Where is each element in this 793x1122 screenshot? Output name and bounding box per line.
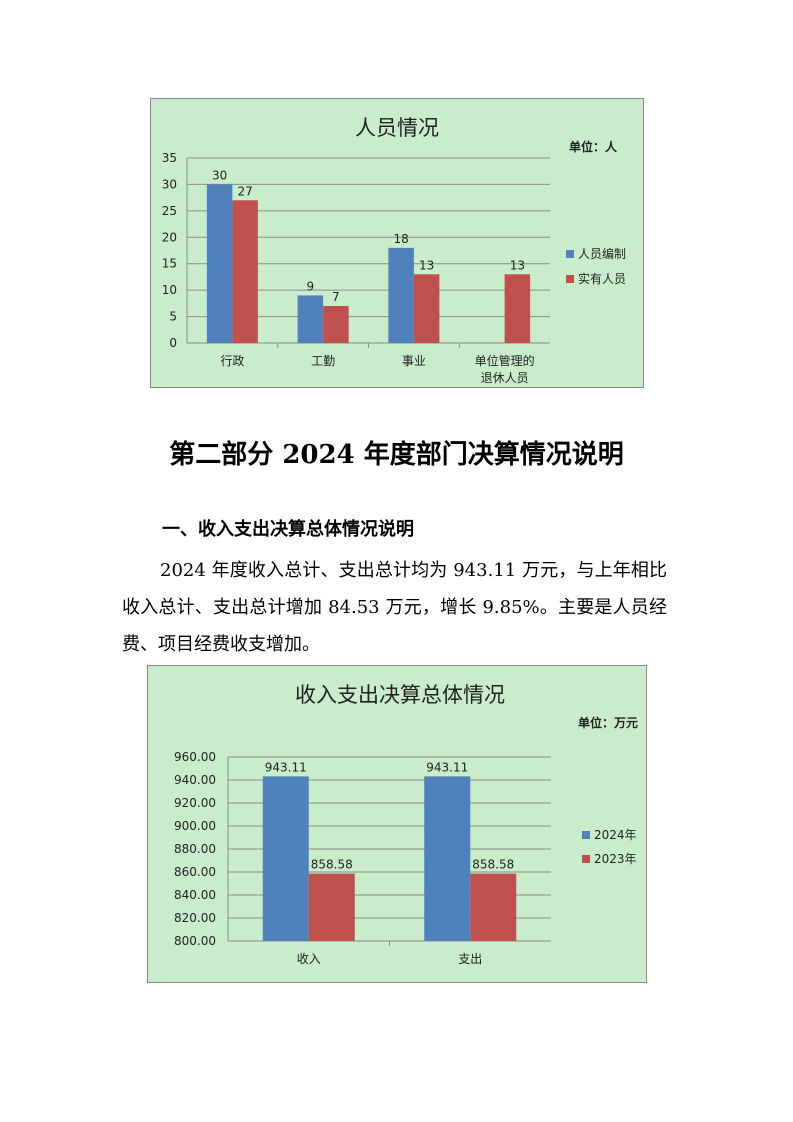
y-tick-label: 880.00 bbox=[174, 842, 216, 856]
y-tick-label: 5 bbox=[169, 310, 177, 324]
data-label: 9 bbox=[307, 279, 315, 293]
data-label: 18 bbox=[393, 232, 408, 246]
legend-swatch bbox=[566, 250, 574, 258]
x-tick-label: 单位管理的 bbox=[475, 353, 535, 368]
y-tick-label: 15 bbox=[162, 257, 177, 271]
data-label: 858.58 bbox=[311, 858, 353, 872]
part-title: 第二部分 2024 年度部门决算情况说明 bbox=[169, 440, 624, 470]
legend-swatch bbox=[582, 855, 590, 863]
data-label: 943.11 bbox=[265, 760, 307, 774]
data-label: 13 bbox=[419, 258, 434, 272]
x-tick-label: 工勤 bbox=[311, 354, 335, 368]
y-tick-label: 30 bbox=[162, 177, 177, 191]
income-expense-chart: 收入支出决算总体情况单位：万元 800.00 820.00 840.00 860.00 8… bbox=[147, 665, 647, 983]
data-label: 7 bbox=[332, 290, 340, 304]
y-tick-label: 0 bbox=[169, 336, 177, 350]
y-tick-label: 940.00 bbox=[174, 773, 216, 787]
x-tick-label: 收入 bbox=[297, 952, 321, 966]
x-tick-label: 退休人员 bbox=[481, 371, 529, 385]
data-label: 27 bbox=[237, 184, 252, 198]
bar bbox=[297, 295, 324, 343]
legend-swatch bbox=[566, 275, 574, 283]
legend-label: 实有人员 bbox=[578, 271, 626, 286]
bar bbox=[262, 776, 309, 941]
data-label: 13 bbox=[510, 258, 525, 272]
chart-title: 人员情况 bbox=[355, 116, 439, 140]
legend-label: 人员编制 bbox=[578, 246, 626, 261]
legend-label: 2024年 bbox=[594, 828, 637, 842]
unit-note: 单位：人 bbox=[569, 139, 618, 154]
y-tick-label: 25 bbox=[162, 204, 177, 218]
legend-swatch bbox=[582, 831, 590, 839]
x-tick-label: 支出 bbox=[458, 952, 482, 966]
y-tick-label: 10 bbox=[162, 283, 177, 297]
data-label: 30 bbox=[212, 168, 227, 182]
bar bbox=[504, 274, 531, 343]
x-tick-label: 事业 bbox=[402, 354, 426, 368]
data-label: 943.11 bbox=[426, 760, 468, 774]
y-tick-label: 900.00 bbox=[174, 819, 216, 833]
y-tick-label: 800.00 bbox=[174, 934, 216, 948]
bar bbox=[308, 873, 355, 941]
y-tick-label: 920.00 bbox=[174, 796, 216, 810]
x-tick-label: 行政 bbox=[220, 354, 244, 368]
data-label: 858.58 bbox=[472, 858, 514, 872]
y-tick-label: 860.00 bbox=[174, 865, 216, 879]
bar bbox=[232, 200, 258, 343]
y-tick-label: 960.00 bbox=[174, 750, 216, 764]
y-tick-label: 35 bbox=[162, 151, 177, 165]
paragraph: 2024 年度收入总计、支出总计均为 943.11 万元，与上年相比收入总计、支… bbox=[122, 560, 667, 655]
bar bbox=[470, 873, 517, 941]
bar bbox=[424, 776, 471, 941]
y-tick-label: 840.00 bbox=[174, 888, 216, 902]
staff-chart: 人员情况单位：人 0 5 10 15 20 25 30 35 行政 30 27 工勤 9 7 事业 18 13 单位… bbox=[150, 98, 644, 388]
y-tick-label: 20 bbox=[162, 230, 177, 244]
y-tick-label: 820.00 bbox=[174, 911, 216, 925]
section-title: 一、收入支出决算总体情况说明 bbox=[162, 519, 414, 540]
bar bbox=[413, 274, 440, 343]
bar bbox=[206, 184, 233, 343]
unit-note: 单位：万元 bbox=[578, 715, 638, 730]
legend-label: 2023年 bbox=[594, 852, 637, 866]
bar bbox=[388, 247, 414, 343]
chart-title: 收入支出决算总体情况 bbox=[295, 683, 505, 707]
bar bbox=[323, 306, 349, 343]
